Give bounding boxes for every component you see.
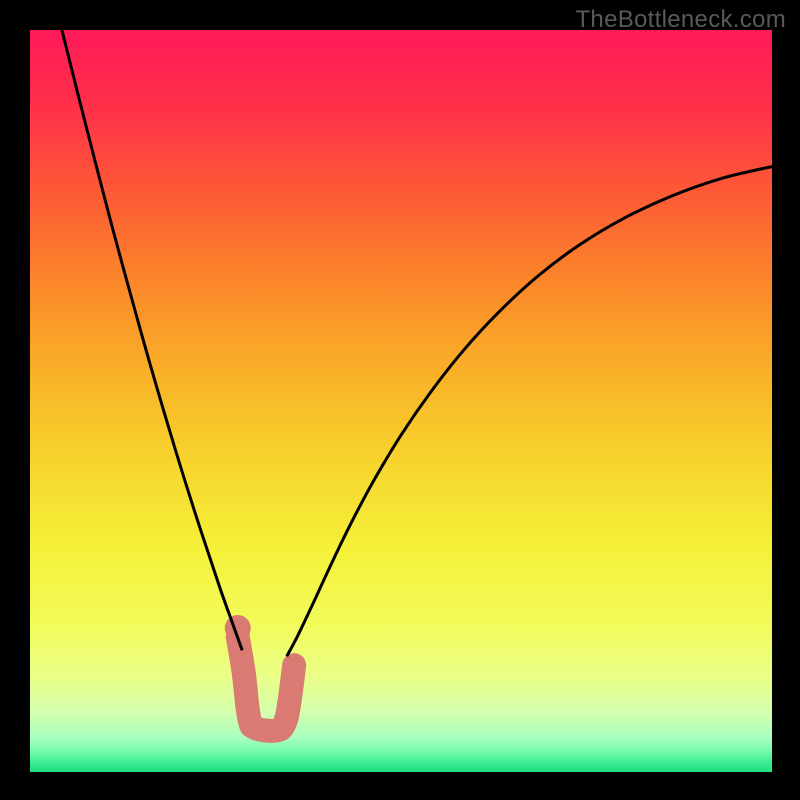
curve-right [287, 167, 772, 657]
curve-layer [30, 30, 772, 772]
curve-left [62, 30, 242, 650]
watermark-text: TheBottleneck.com [575, 6, 786, 34]
marker-u-shape [238, 637, 294, 731]
plot-area [30, 30, 772, 772]
